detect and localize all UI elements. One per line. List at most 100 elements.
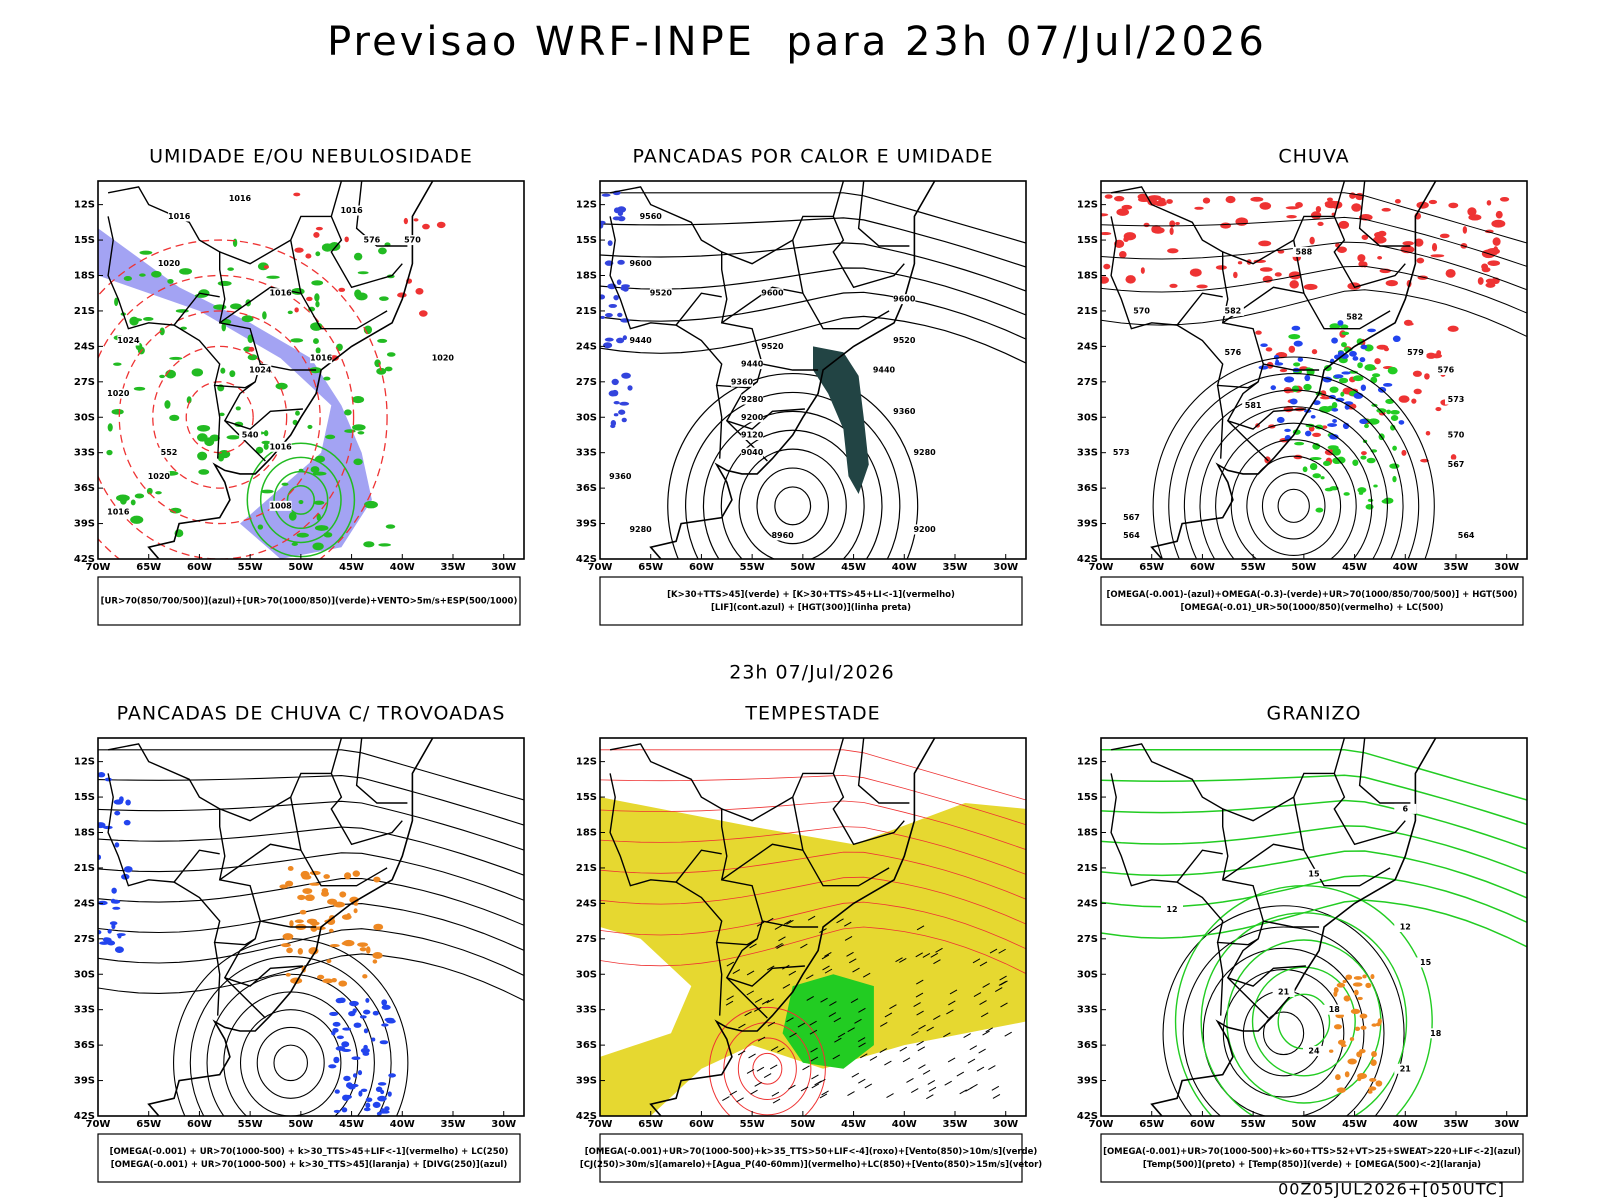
shading: [227, 267, 234, 271]
lon-label: 40W: [1393, 1119, 1418, 1130]
shading: [1315, 205, 1322, 213]
contour-label: 9280: [741, 395, 764, 404]
border: [762, 363, 819, 371]
shading: [1398, 420, 1405, 425]
label-bg: [1394, 922, 1417, 932]
shading: [1383, 382, 1393, 387]
shading: [1341, 342, 1347, 348]
lon-label: 55W: [1241, 562, 1266, 573]
shading: [1303, 383, 1312, 391]
wind-vector: [761, 999, 770, 1005]
shading: [1349, 1037, 1355, 1041]
shading: [1125, 275, 1136, 284]
shading: [1101, 213, 1109, 217]
contour-label: 1016: [229, 194, 252, 203]
contour-label: 564: [1458, 531, 1475, 540]
legend-text: [OMEGA(-0.01)_UR>50(1000/850)(vermelho) …: [1180, 603, 1443, 613]
shading: [353, 252, 363, 261]
shading: [263, 430, 269, 437]
wind-vector: [858, 1007, 866, 1013]
shading: [333, 1109, 341, 1114]
wind-vector: [811, 1083, 820, 1089]
lon-label: 70W: [588, 1119, 613, 1130]
shading: [353, 902, 359, 906]
shading: [167, 278, 174, 284]
lat-label: 36S: [1077, 1040, 1098, 1051]
shading: [1360, 384, 1367, 391]
shading: [1220, 222, 1232, 229]
shading: [1353, 392, 1364, 399]
lat-label: 27S: [1077, 934, 1098, 945]
shading: [1275, 359, 1280, 366]
shading: [338, 997, 346, 1004]
panel-title: PANCADAS DE CHUVA C/ TROVOADAS: [117, 703, 506, 725]
label-bg: [873, 365, 895, 375]
contour-label: 570: [1133, 306, 1150, 315]
shading: [1341, 331, 1350, 336]
shading: [266, 275, 280, 279]
contour: [600, 242, 1026, 292]
contour-label: 1020: [158, 259, 181, 268]
lon-label: 30W: [491, 1119, 516, 1130]
wind-vector: [858, 1042, 866, 1048]
lon-label: 65W: [1139, 562, 1164, 573]
shading: [1225, 195, 1236, 204]
wind-vector: [967, 1058, 976, 1064]
shading: [280, 943, 291, 948]
shading: [130, 515, 144, 524]
wind-vector: [767, 1021, 776, 1027]
lat-label: 15S: [74, 235, 95, 246]
border: [107, 186, 266, 462]
shading: [1331, 407, 1339, 412]
wind-vector: [766, 998, 774, 1004]
label-bg: [629, 335, 652, 346]
shading: [217, 454, 225, 462]
shading: [107, 928, 112, 934]
wind-vector: [729, 1090, 738, 1096]
shading: [134, 493, 145, 499]
border: [609, 743, 768, 1019]
wind-vector: [778, 936, 786, 942]
shading: [133, 386, 146, 391]
border: [857, 738, 910, 804]
shading: [1462, 226, 1468, 234]
shading: [1341, 371, 1351, 375]
lat-label: 21S: [576, 306, 597, 317]
border: [1293, 796, 1305, 851]
border: [675, 881, 758, 946]
shading: [601, 193, 611, 197]
shading: [359, 947, 367, 952]
lat-label: 24S: [74, 898, 95, 909]
contour-label: 9440: [629, 336, 652, 345]
wind-vector: [949, 989, 958, 995]
shading: [305, 253, 312, 259]
shading: [388, 1073, 396, 1078]
shading: [229, 370, 236, 378]
legend-text: [Temp(500)](preto) + [Temp(850)](verde) …: [1143, 1160, 1481, 1170]
lat-label: 12S: [1077, 757, 1098, 768]
shading: [341, 1107, 348, 1113]
lon-label: 40W: [892, 1119, 917, 1130]
shading: [1426, 352, 1437, 359]
wind-vector: [744, 1011, 752, 1017]
subtitle: 23h 07/Jul/2026: [729, 662, 895, 684]
lat-label: 18S: [576, 828, 597, 839]
shading: [321, 887, 329, 894]
shading: [377, 1082, 387, 1086]
border: [219, 738, 343, 822]
lat-label: 21S: [1077, 306, 1098, 317]
border: [609, 186, 768, 462]
label-bg: [1161, 904, 1183, 915]
shading: [191, 368, 204, 377]
wind-vector: [754, 997, 763, 1003]
shading: [334, 1089, 340, 1094]
shading: [291, 542, 298, 546]
border: [1227, 965, 1306, 987]
shading: [290, 338, 304, 343]
lon-label: 70W: [588, 562, 613, 573]
shading: [600, 315, 605, 319]
shading: [130, 499, 136, 506]
shading: [198, 469, 210, 475]
border: [721, 843, 890, 887]
wind-vector: [899, 958, 907, 963]
